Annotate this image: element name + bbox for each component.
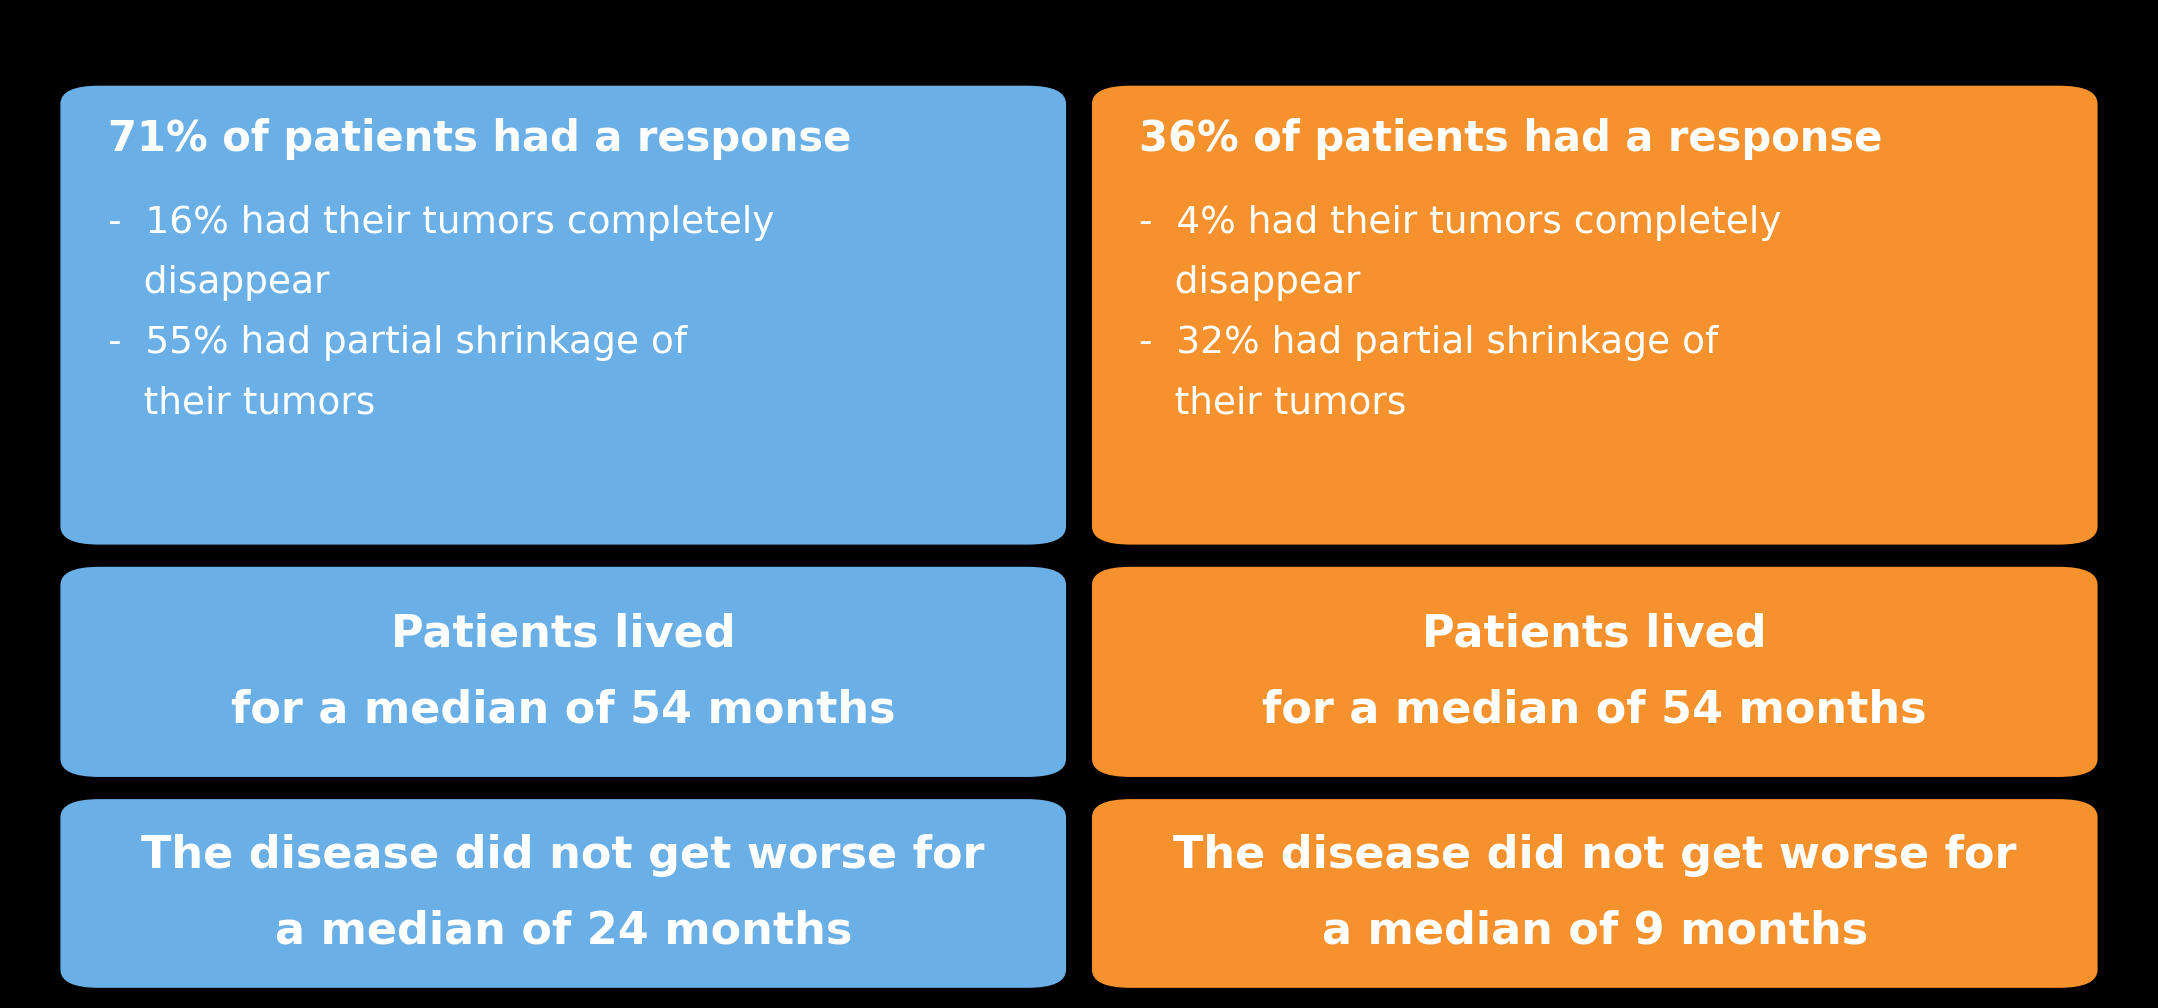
Text: -  32% had partial shrinkage of: - 32% had partial shrinkage of <box>1139 326 1718 362</box>
FancyBboxPatch shape <box>60 566 1066 777</box>
FancyBboxPatch shape <box>1092 799 2098 988</box>
Text: Patients lived: Patients lived <box>1422 613 1767 655</box>
FancyBboxPatch shape <box>1092 566 2098 777</box>
Text: -  16% had their tumors completely: - 16% had their tumors completely <box>108 206 775 242</box>
Text: 36% of patients had a response: 36% of patients had a response <box>1139 118 1882 160</box>
Text: 71% of patients had a response: 71% of patients had a response <box>108 118 850 160</box>
Text: a median of 24 months: a median of 24 months <box>274 910 852 953</box>
Text: The disease did not get worse for: The disease did not get worse for <box>142 835 984 877</box>
Text: for a median of 54 months: for a median of 54 months <box>1262 688 1927 731</box>
Text: Patients lived: Patients lived <box>391 613 736 655</box>
FancyBboxPatch shape <box>1092 86 2098 544</box>
FancyBboxPatch shape <box>60 799 1066 988</box>
FancyBboxPatch shape <box>60 86 1066 544</box>
Text: for a median of 54 months: for a median of 54 months <box>231 688 896 731</box>
Text: a median of 9 months: a median of 9 months <box>1321 910 1869 953</box>
Text: -  4% had their tumors completely: - 4% had their tumors completely <box>1139 206 1783 242</box>
Text: -  55% had partial shrinkage of: - 55% had partial shrinkage of <box>108 326 686 362</box>
Text: their tumors: their tumors <box>1139 385 1407 421</box>
Text: The disease did not get worse for: The disease did not get worse for <box>1174 835 2016 877</box>
Text: disappear: disappear <box>1139 265 1362 301</box>
Text: disappear: disappear <box>108 265 330 301</box>
Text: their tumors: their tumors <box>108 385 375 421</box>
